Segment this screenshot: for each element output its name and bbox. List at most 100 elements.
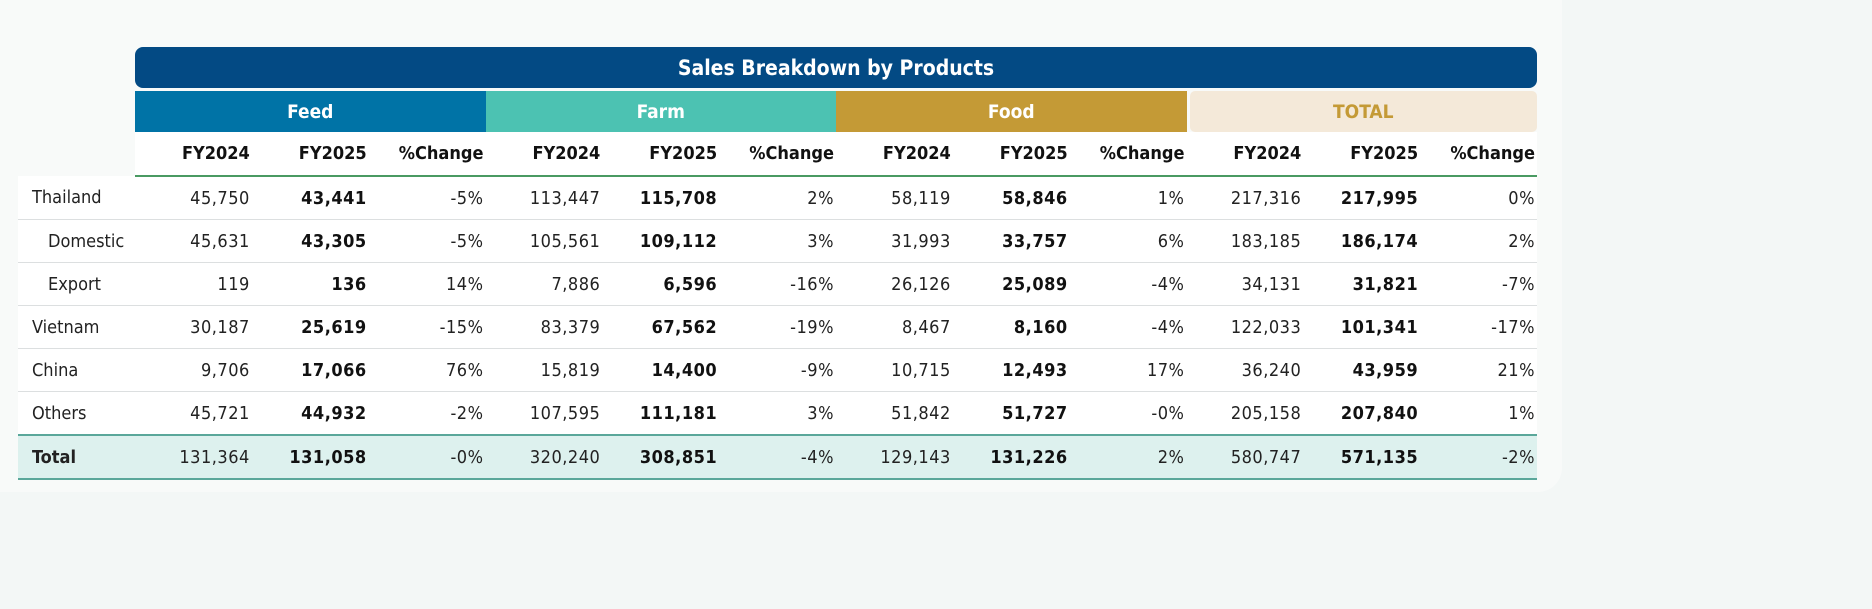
cell-pct-change: 21% [1420,348,1537,392]
cell-fy2025: 131,226 [952,434,1070,480]
cell-pct-change: 17% [1069,348,1187,392]
column-header-row: FY2024 FY2025 %Change FY2024 FY2025 %Change FY… [18,132,1537,177]
group-header-total: TOTAL [1189,91,1537,132]
column-header-fy2024: FY2024 [1186,132,1304,177]
cell-pct-change: 14% [368,262,486,306]
cell-fy2025: 14,400 [602,348,720,392]
cell-pct-change: -4% [1069,262,1187,306]
cell-fy2025: 33,757 [952,219,1070,263]
cell-pct-change: -5% [368,176,486,220]
cell-pct-change: 0% [1420,176,1537,220]
row-label: China [18,348,135,392]
cell-pct-change: 2% [719,176,836,220]
row-label: Vietnam [18,305,135,349]
table-row: Thailand 45,750 43,441 -5% 113,447 115,708 2% 5… [18,176,1537,220]
column-header-fy2024: FY2024 [835,132,953,177]
cell-fy2025: 43,959 [1303,348,1421,392]
blank-header [18,132,135,176]
cell-fy2025: 67,562 [602,305,720,349]
column-header-pct-change: %Change [1069,132,1187,177]
cell-fy2024: 83,379 [485,305,603,349]
cell-pct-change: 2% [1420,219,1537,263]
row-label: Total [18,434,135,480]
cell-fy2024: 58,119 [835,176,953,220]
cell-pct-change: 3% [719,391,836,435]
cell-fy2025: 25,619 [251,305,369,349]
cell-fy2025: 58,846 [952,176,1070,220]
cell-fy2025: 101,341 [1303,305,1421,349]
cell-fy2024: 129,143 [835,434,953,480]
cell-fy2025: 115,708 [602,176,720,220]
total-row: Total 131,364 131,058 -0% 320,240 308,851 -4% 1… [18,434,1537,480]
cell-fy2024: 15,819 [485,348,603,392]
cell-fy2025: 571,135 [1303,434,1421,480]
cell-fy2024: 51,842 [835,391,953,435]
sales-breakdown-table: Sales Breakdown by Products Feed Farm Fo… [18,47,1537,480]
cell-fy2024: 131,364 [135,434,252,480]
cell-fy2025: 51,727 [952,391,1070,435]
cell-fy2025: 44,932 [251,391,369,435]
table-row: Others 45,721 44,932 -2% 107,595 111,181 3% 51,… [18,391,1537,435]
cell-pct-change: -5% [368,219,486,263]
cell-fy2024: 34,131 [1186,262,1304,306]
cell-fy2024: 105,561 [485,219,603,263]
cell-pct-change: -0% [368,434,486,480]
cell-fy2025: 6,596 [602,262,720,306]
column-header-fy2024: FY2024 [135,132,252,177]
cell-pct-change: 1% [1069,176,1187,220]
cell-pct-change: -15% [368,305,486,349]
cell-fy2024: 7,886 [485,262,603,306]
cell-fy2025: 109,112 [602,219,720,263]
column-header-pct-change: %Change [719,132,836,177]
table-title: Sales Breakdown by Products [135,47,1537,88]
cell-fy2024: 36,240 [1186,348,1304,392]
column-header-pct-change: %Change [1420,132,1537,177]
cell-pct-change: 1% [1420,391,1537,435]
cell-pct-change: -7% [1420,262,1537,306]
cell-fy2025: 186,174 [1303,219,1421,263]
cell-fy2025: 17,066 [251,348,369,392]
cell-pct-change: -4% [719,434,836,480]
cell-pct-change: 76% [368,348,486,392]
table-row: Export 119 136 14% 7,886 6,596 -16% 26,126 25,08… [18,262,1537,306]
cell-fy2024: 45,721 [135,391,252,435]
group-header-feed: Feed [135,91,486,132]
cell-pct-change: -19% [719,305,836,349]
cell-fy2024: 107,595 [485,391,603,435]
cell-pct-change: 3% [719,219,836,263]
cell-pct-change: -16% [719,262,836,306]
group-header-row: Feed Farm Food TOTAL [135,91,1537,132]
cell-fy2025: 136 [251,262,369,306]
row-label: Export [18,262,135,306]
cell-fy2024: 10,715 [835,348,953,392]
cell-fy2024: 9,706 [135,348,252,392]
table-row: Vietnam 30,187 25,619 -15% 83,379 67,562 -19% 8… [18,305,1537,349]
row-label: Domestic [18,219,135,263]
cell-fy2024: 8,467 [835,305,953,349]
cell-fy2025: 207,840 [1303,391,1421,435]
cell-pct-change: -2% [1420,434,1537,480]
cell-pct-change: 6% [1069,219,1187,263]
cell-fy2024: 119 [135,262,252,306]
cell-fy2024: 205,158 [1186,391,1304,435]
cell-fy2024: 26,126 [835,262,953,306]
cell-fy2024: 320,240 [485,434,603,480]
column-header-fy2025: FY2025 [1303,132,1421,177]
cell-fy2025: 217,995 [1303,176,1421,220]
cell-fy2025: 111,181 [602,391,720,435]
cell-fy2024: 30,187 [135,305,252,349]
cell-pct-change: -17% [1420,305,1537,349]
cell-fy2024: 113,447 [485,176,603,220]
cell-fy2025: 8,160 [952,305,1070,349]
cell-fy2025: 131,058 [251,434,369,480]
row-label: Thailand [18,176,135,220]
column-header-fy2025: FY2025 [952,132,1070,177]
data-table: FY2024 FY2025 %Change FY2024 FY2025 %Change FY… [18,132,1537,480]
cell-fy2025: 25,089 [952,262,1070,306]
cell-pct-change: -0% [1069,391,1187,435]
cell-fy2024: 580,747 [1186,434,1304,480]
cell-fy2025: 43,305 [251,219,369,263]
group-header-food: Food [836,91,1187,132]
row-label: Others [18,391,135,435]
table-row: Domestic 45,631 43,305 -5% 105,561 109,112 3% 3… [18,219,1537,263]
